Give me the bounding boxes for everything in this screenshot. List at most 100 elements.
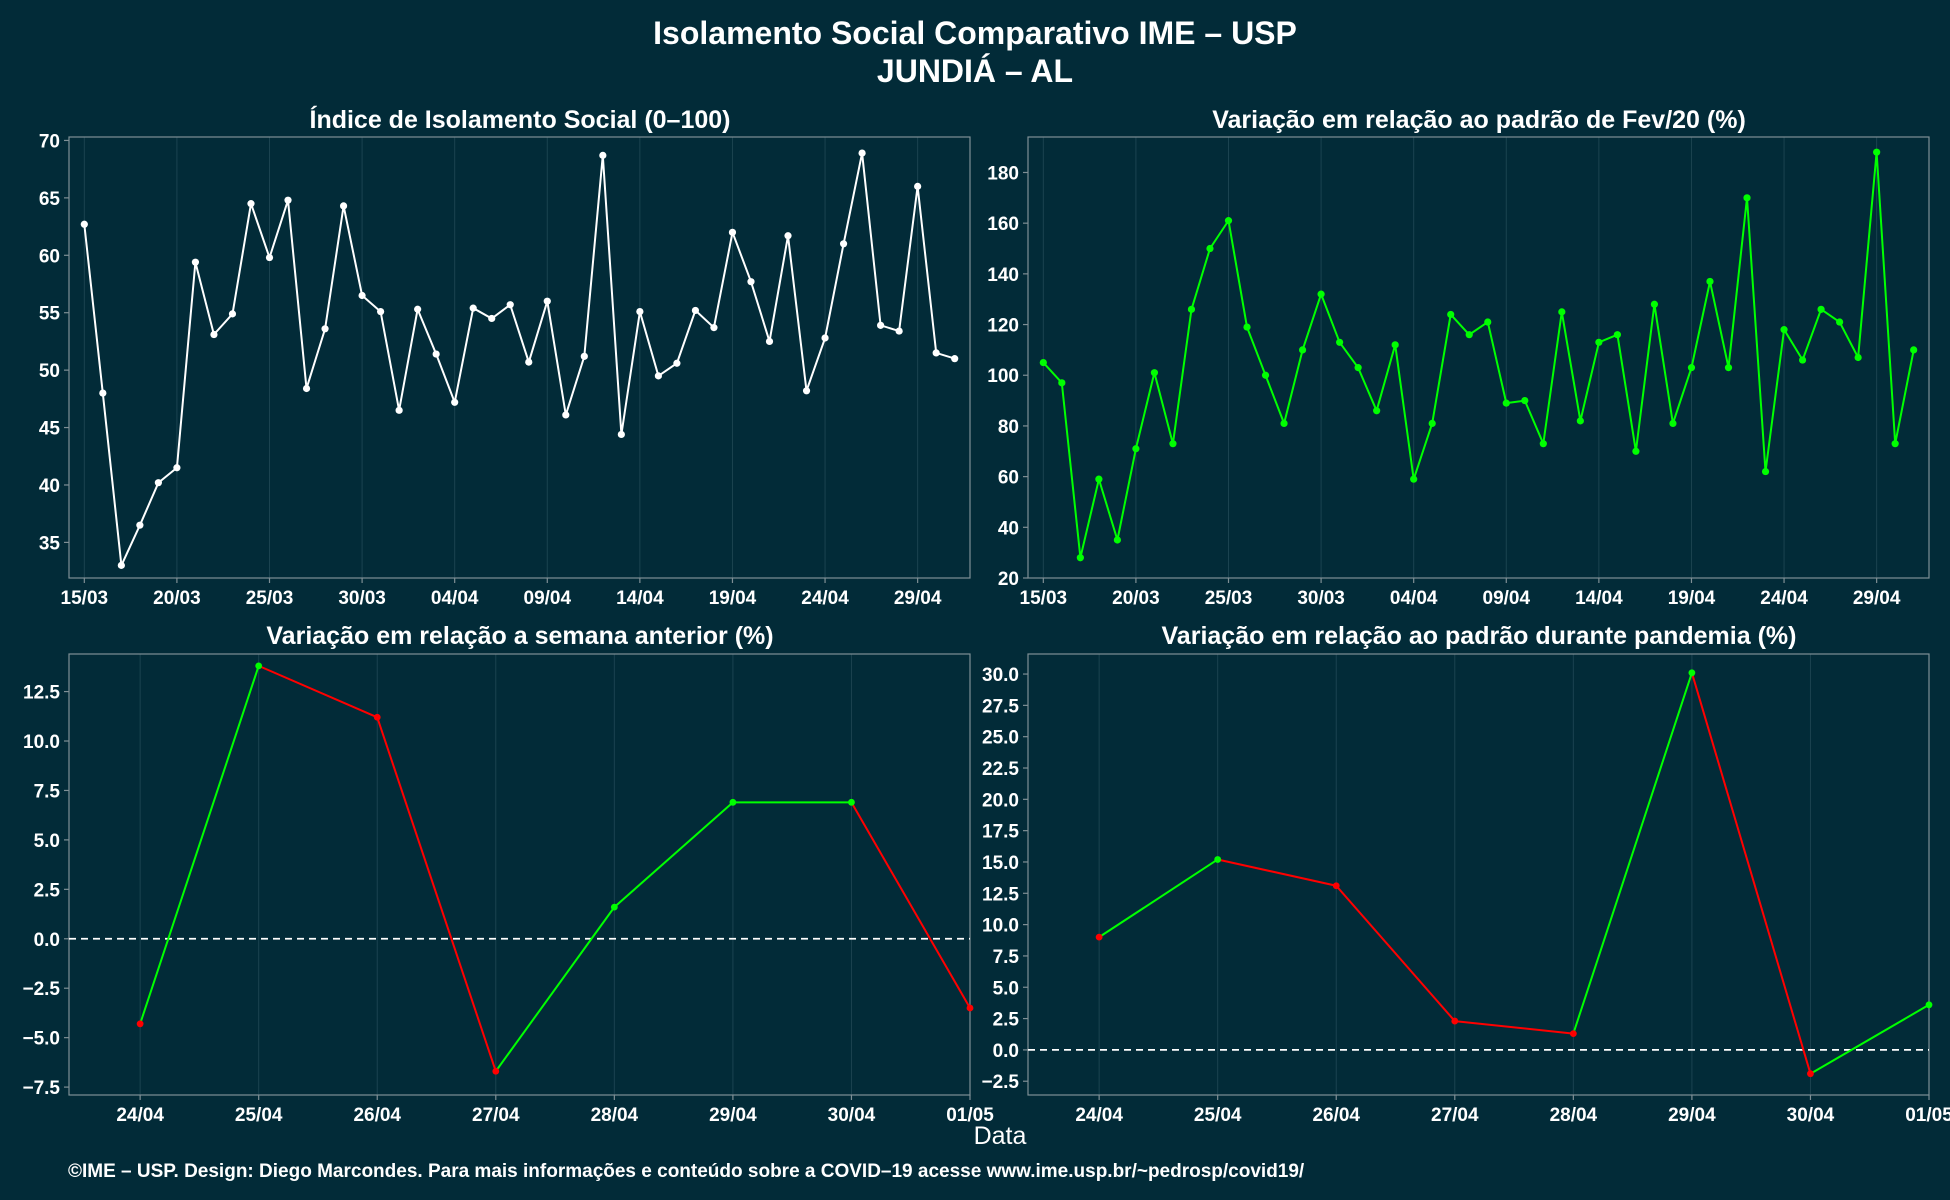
data-point (1224, 217, 1233, 225)
x-tick-label: 04/04 (431, 588, 479, 609)
data-point (210, 330, 218, 339)
y-tick-label: 22.5 (982, 759, 1019, 780)
y-tick-label: 7.5 (993, 947, 1020, 968)
data-point (377, 307, 385, 316)
data-point (228, 310, 237, 318)
data-point (247, 200, 255, 208)
data-point (1214, 856, 1222, 863)
data-point (1539, 440, 1547, 448)
data-point (1447, 310, 1455, 319)
data-point (136, 1020, 144, 1028)
data-point (710, 324, 718, 332)
y-tick-label: −7.5 (22, 1078, 60, 1099)
data-point (358, 291, 366, 300)
x-tick-label: 25/03 (1205, 588, 1253, 609)
data-point (1632, 447, 1640, 455)
segment-line (1690, 672, 1812, 1074)
data-point (580, 352, 588, 360)
segment-line (1217, 858, 1337, 887)
data-point (1317, 290, 1325, 298)
x-tick-label: 30/03 (338, 588, 386, 609)
data-point (255, 662, 263, 670)
x-tick-label: 30/04 (1787, 1105, 1835, 1126)
series-line (1042, 152, 1915, 558)
data-point (610, 903, 618, 911)
data-point (1076, 554, 1084, 562)
segment-line (258, 664, 378, 719)
segment-line (850, 801, 971, 1009)
data-point (784, 232, 792, 240)
data-point (469, 304, 477, 312)
data-point (1891, 440, 1899, 448)
data-point (848, 798, 855, 806)
data-point (173, 464, 181, 472)
data-point (506, 301, 514, 309)
y-tick-label: 180 (987, 163, 1019, 184)
data-point (117, 561, 125, 569)
data-point (895, 327, 903, 335)
data-point (802, 387, 811, 395)
data-point (1410, 475, 1418, 483)
data-point (543, 297, 551, 305)
data-point (1169, 440, 1177, 448)
data-point (1465, 331, 1473, 339)
segment-line (1098, 858, 1219, 938)
x-tick-label: 19/04 (709, 588, 757, 609)
x-tick-label: 14/04 (616, 588, 664, 609)
x-tick-label: 24/04 (1075, 1105, 1123, 1126)
data-point (1451, 1017, 1459, 1025)
x-tick-label: 30/03 (1297, 588, 1345, 609)
data-point (373, 713, 381, 721)
y-tick-label: 2.5 (34, 880, 61, 901)
data-point (136, 521, 144, 529)
data-point (1428, 419, 1436, 427)
y-tick-label: 12.5 (23, 683, 60, 704)
data-point (414, 305, 422, 313)
footer-credits: ©IME – USP. Design: Diego Marcondes. Par… (68, 1161, 1305, 1182)
segment-line (494, 906, 616, 1072)
x-tick-label: 09/04 (1483, 588, 1531, 609)
x-tick-label: 15/03 (61, 588, 109, 609)
data-point (1780, 326, 1788, 334)
data-point (562, 411, 570, 419)
panel-variation-pandemic-pattern: Variação em relação ao padrão durante pa… (981, 622, 1950, 1126)
y-tick-label: 50 (39, 361, 60, 382)
plot-frame (1027, 136, 1930, 579)
x-tick-label: 24/04 (1760, 588, 1808, 609)
y-tick-label: 25.0 (982, 728, 1019, 749)
data-point (1743, 194, 1751, 202)
data-point (1569, 1030, 1577, 1038)
data-point (877, 321, 885, 329)
data-point (1243, 323, 1251, 331)
data-point (1187, 305, 1196, 313)
y-tick-label: 5.0 (993, 978, 1019, 999)
data-point (932, 349, 940, 357)
data-point (488, 314, 496, 323)
data-point (1706, 277, 1714, 286)
data-point (154, 479, 162, 487)
x-tick-label: 29/04 (709, 1105, 757, 1126)
plot-frame (68, 136, 971, 579)
x-tick-label: 29/04 (1668, 1105, 1716, 1126)
data-point (673, 359, 681, 367)
y-tick-label: 20 (998, 569, 1019, 590)
data-point (821, 334, 829, 342)
x-tick-label: 09/04 (524, 588, 572, 609)
data-point (914, 182, 922, 190)
panel-variation-previous-week: Variação em relação a semana anterior (%… (22, 622, 994, 1126)
x-tick-label: 28/04 (591, 1105, 639, 1126)
data-point (1095, 933, 1103, 941)
data-point (1521, 396, 1529, 405)
y-tick-label: −5.0 (22, 1029, 60, 1050)
y-tick-label: 35 (39, 533, 61, 554)
y-tick-label: 80 (998, 417, 1019, 438)
data-point (1354, 364, 1362, 372)
segment-line (139, 665, 260, 1025)
x-tick-label: 30/04 (828, 1105, 876, 1126)
y-tick-label: 55 (39, 304, 61, 325)
x-tick-label: 26/04 (1312, 1105, 1360, 1126)
data-point (1373, 407, 1381, 415)
plot-area: 20 40 60 80 100 120 140 160 180 15/03 20/03 25/03 30… (987, 136, 1930, 609)
data-point (1484, 318, 1492, 326)
